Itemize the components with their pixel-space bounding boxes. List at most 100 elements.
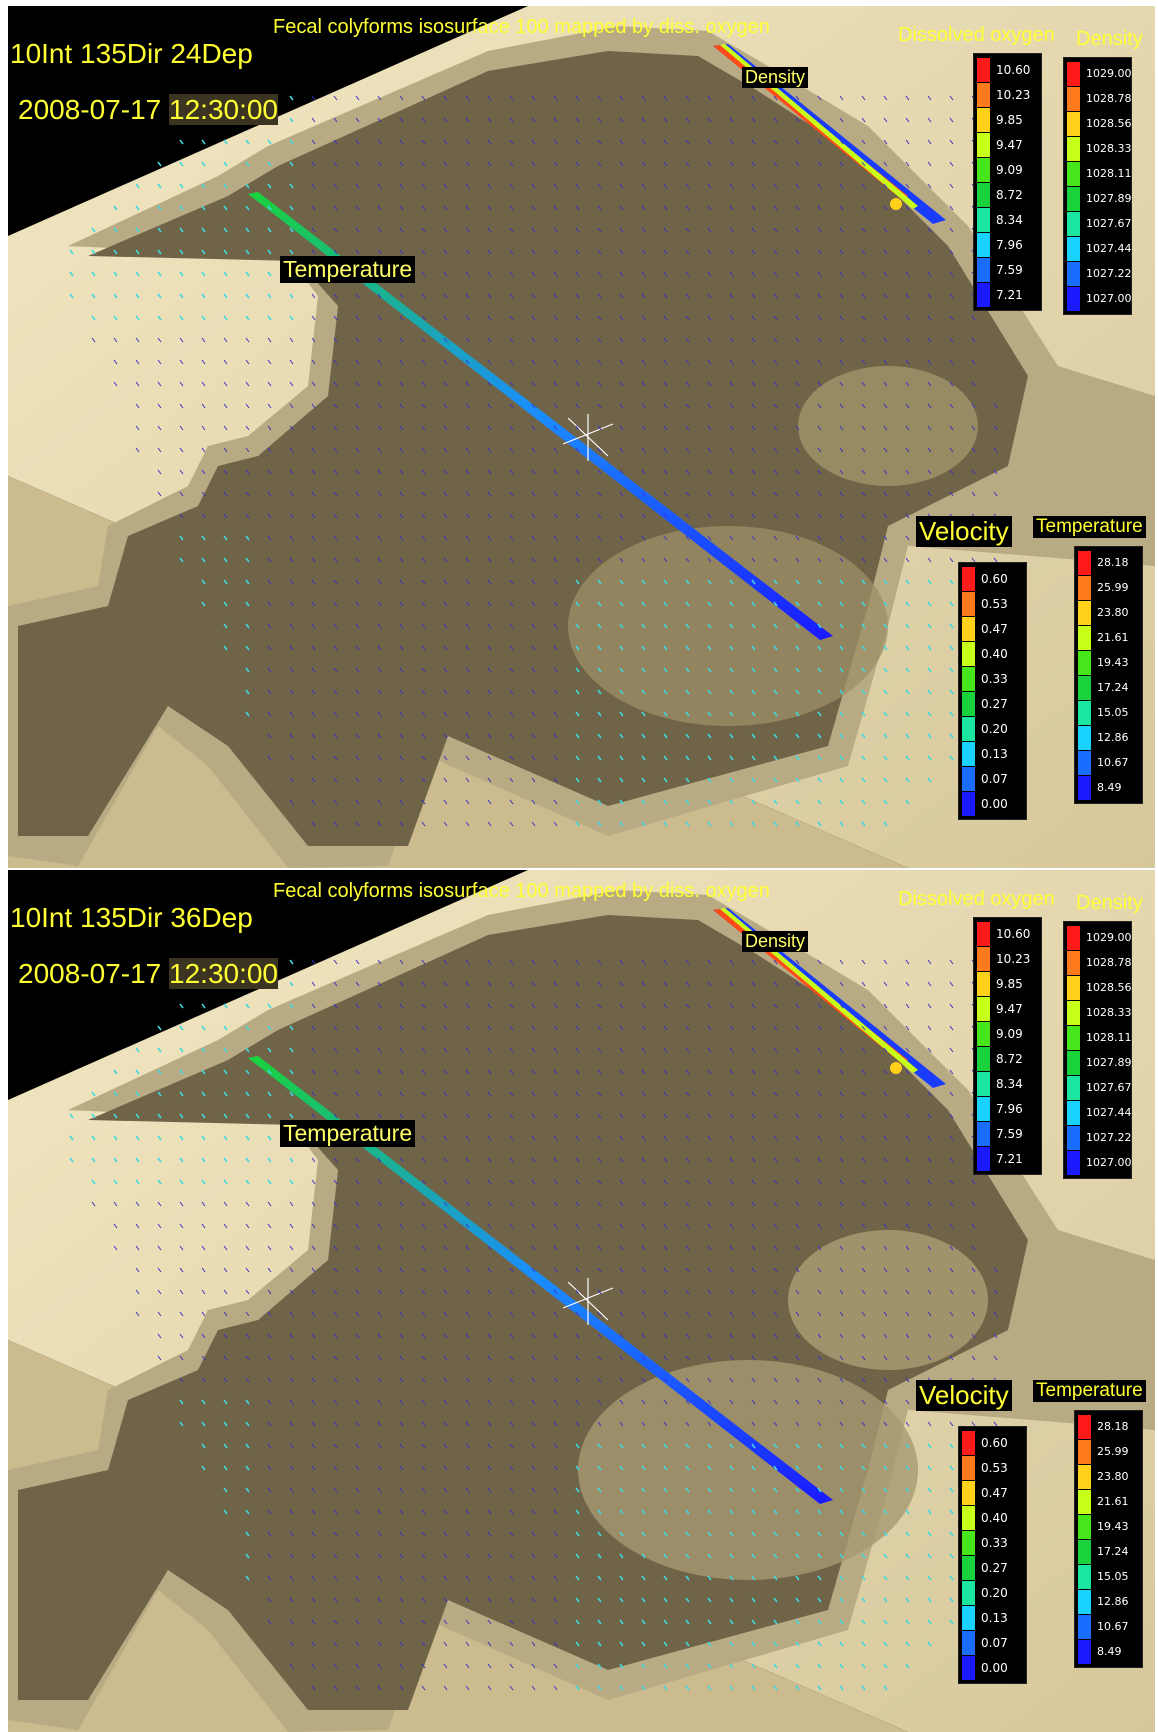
velocity-arrow (817, 293, 822, 299)
velocity-arrow (509, 1157, 514, 1163)
velocity-arrow (465, 1135, 470, 1141)
velocity-arrow (641, 227, 646, 233)
velocity-arrow (399, 293, 404, 299)
velocity-arrow (883, 139, 888, 145)
velocity-arrow (949, 1135, 954, 1141)
velocity-arrow (575, 183, 580, 189)
velocity-arrow (201, 1377, 206, 1383)
velocity-arrow (817, 403, 822, 409)
velocity-arrow (311, 1311, 316, 1317)
velocity-arrow (201, 271, 206, 277)
velocity-arrow (245, 491, 250, 497)
velocity-arrow (839, 535, 844, 541)
velocity-arrow (597, 183, 602, 189)
velocity-arrow (531, 1223, 536, 1229)
velocity-arrow (179, 1245, 184, 1251)
shallow-zone (578, 1360, 918, 1580)
velocity-arrow (707, 1201, 712, 1207)
velocity-arrow (355, 1377, 360, 1383)
velocity-arrow (663, 557, 668, 563)
velocity-arrow (751, 1663, 756, 1669)
velocity-arrow (267, 161, 272, 167)
velocity-arrow (729, 755, 734, 761)
velocity-arrow (179, 271, 184, 277)
legend-entry: 1028.56 (1067, 975, 1132, 1000)
velocity-arrow (245, 1245, 250, 1251)
legend-value: 8.49 (1097, 781, 1122, 794)
velocity-arrow (289, 1311, 294, 1317)
velocity-arrow (641, 981, 646, 987)
legend-value: 0.53 (981, 1460, 1008, 1475)
velocity-arrow (135, 447, 140, 453)
velocity-arrow (377, 667, 382, 673)
legend-entry: 1027.67 (1067, 1075, 1132, 1100)
velocity-arrow (949, 1245, 954, 1251)
legend-entry: 0.20 (962, 716, 1023, 741)
velocity-arrow (839, 403, 844, 409)
velocity-arrow (553, 1069, 558, 1075)
velocity-arrow (377, 139, 382, 145)
legend-swatch (1078, 575, 1091, 600)
velocity-arrow (289, 1333, 294, 1339)
velocity-arrow (267, 1069, 272, 1075)
velocity-arrow (553, 623, 558, 629)
velocity-arrow (399, 799, 404, 805)
velocity-arrow (91, 227, 96, 233)
velocity-arrow (553, 1355, 558, 1361)
velocity-arrow (685, 1267, 690, 1273)
velocity-arrow (399, 623, 404, 629)
velocity-arrow (619, 981, 624, 987)
velocity-arrow (333, 1311, 338, 1317)
velocity-arrow (795, 381, 800, 387)
velocity-arrow (663, 1619, 668, 1625)
velocity-arrow (597, 95, 602, 101)
velocity-arrow (311, 1223, 316, 1229)
velocity-arrow (773, 1179, 778, 1185)
velocity-arrow (157, 1245, 162, 1251)
velocity-arrow (311, 1575, 316, 1581)
velocity-arrow (597, 293, 602, 299)
velocity-arrow (729, 183, 734, 189)
legend-value: 1029.00 (1086, 67, 1132, 80)
velocity-arrow (333, 447, 338, 453)
velocity-arrow (883, 227, 888, 233)
velocity-arrow (113, 337, 118, 343)
velocity-arrow (575, 1597, 580, 1603)
velocity-arrow (487, 1421, 492, 1427)
velocity-arrow (377, 205, 382, 211)
velocity-arrow (707, 1267, 712, 1273)
velocity-arrow (509, 601, 514, 607)
velocity-arrow (861, 513, 866, 519)
velocity-arrow (641, 117, 646, 123)
velocity-arrow (839, 689, 844, 695)
velocity-arrow (839, 271, 844, 277)
velocity-arrow (597, 1685, 602, 1691)
velocity-arrow (619, 1509, 624, 1515)
velocity-arrow (641, 667, 646, 673)
velocity-arrow (267, 1113, 272, 1119)
legend-swatch (977, 1121, 990, 1146)
velocity-arrow (157, 1179, 162, 1185)
legend-swatch (977, 57, 990, 82)
velocity-arrow (597, 755, 602, 761)
velocity-arrow (487, 959, 492, 965)
velocity-arrow (949, 227, 954, 233)
velocity-arrow (465, 959, 470, 965)
velocity-arrow (289, 1223, 294, 1229)
velocity-arrow (399, 205, 404, 211)
velocity-arrow (399, 1025, 404, 1031)
velocity-arrow (553, 821, 558, 827)
velocity-arrow (465, 1443, 470, 1449)
velocity-arrow (421, 1531, 426, 1537)
velocity-arrow (861, 1201, 866, 1207)
legend-value: 9.47 (996, 1001, 1023, 1016)
velocity-arrow (289, 205, 294, 211)
velocity-arrow (729, 1377, 734, 1383)
velocity-arrow (443, 667, 448, 673)
velocity-arrow (553, 1289, 558, 1295)
velocity-arrow (751, 1531, 756, 1537)
velocity-arrow (509, 1465, 514, 1471)
velocity-arrow (927, 1091, 932, 1097)
velocity-arrow (949, 315, 954, 321)
velocity-arrow (443, 513, 448, 519)
